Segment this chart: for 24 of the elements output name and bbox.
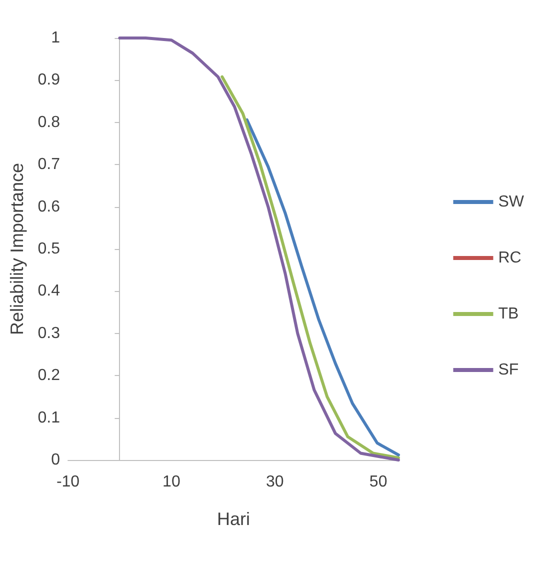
y-tick-label: 1 [51, 30, 60, 46]
x-axis-title: Hari [216, 509, 250, 529]
legend-label: SF [498, 362, 519, 378]
y-tick-label: 0.5 [38, 240, 60, 258]
y-tick-label: 0.2 [38, 367, 60, 384]
x-tick-label: -10 [56, 474, 80, 490]
x-tick-label: 10 [162, 474, 180, 490]
legend-label: RC [498, 250, 522, 266]
y-tick-label: 0.8 [38, 114, 60, 131]
y-tick-label: 0.6 [38, 198, 60, 216]
legend-label: SW [498, 194, 525, 210]
y-tick-label: 0.1 [38, 409, 60, 426]
legend-label: TB [498, 306, 519, 322]
y-tick-label: 0.4 [38, 282, 60, 300]
y-axis-title: Reliability Importance [7, 162, 27, 336]
y-tick-label: 0 [51, 452, 60, 468]
line-series [245, 118, 400, 456]
x-tick-label: 50 [369, 474, 388, 490]
y-tick-label: 0.9 [38, 72, 60, 89]
line-series [118, 36, 400, 462]
x-tick-label: 30 [266, 474, 284, 490]
line-series [220, 75, 400, 460]
y-tick-label: 0.7 [38, 156, 60, 174]
y-tick-label: 0.3 [38, 324, 60, 342]
